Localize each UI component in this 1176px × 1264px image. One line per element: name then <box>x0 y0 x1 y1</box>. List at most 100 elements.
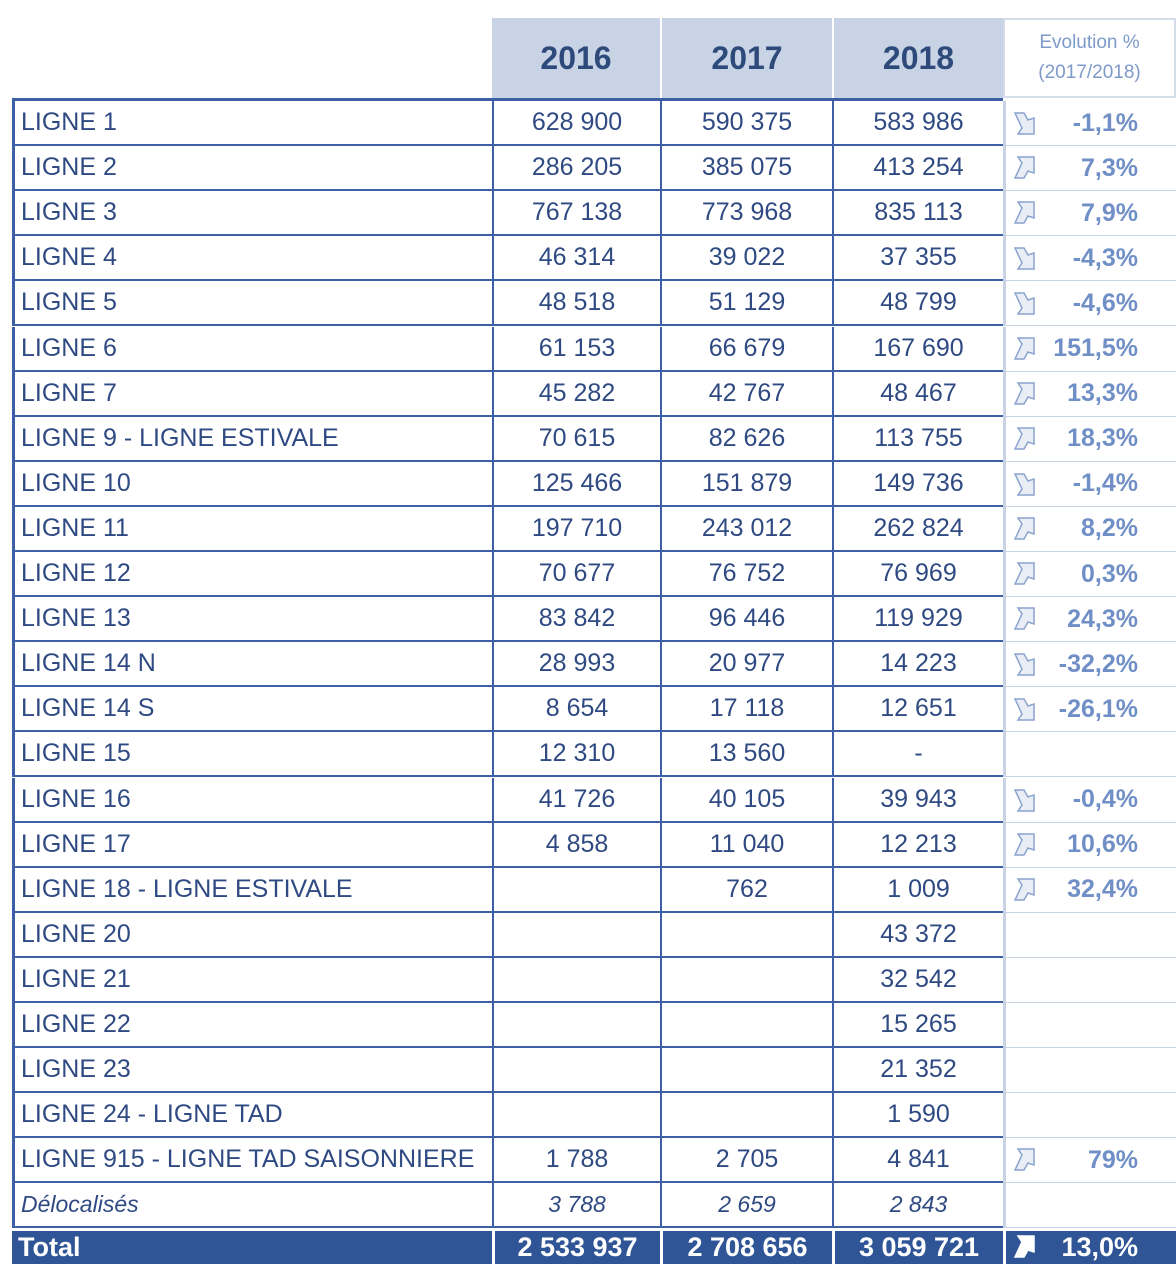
cell <box>492 867 660 913</box>
cell: 262 824 <box>832 506 1003 552</box>
cell: 70 615 <box>492 416 660 462</box>
cell: 83 842 <box>492 597 660 643</box>
evolution-cell <box>1003 1183 1176 1229</box>
year-header: 2017 <box>662 18 832 98</box>
cell: 243 012 <box>660 506 832 552</box>
cell: 76 969 <box>832 552 1003 598</box>
cell: 70 677 <box>492 552 660 598</box>
cell: 113 755 <box>832 416 1003 462</box>
cell: 628 900 <box>492 101 660 147</box>
evolution-cell: 8,2% <box>1003 506 1176 552</box>
cell: 46 314 <box>492 236 660 282</box>
row-label: LIGNE 2 <box>12 146 492 192</box>
trend-up-icon <box>1013 607 1035 630</box>
cell: 197 710 <box>492 506 660 552</box>
total-label: Total <box>12 1230 492 1264</box>
cell: 76 752 <box>660 552 832 598</box>
evolution-cell: 7,9% <box>1003 191 1176 237</box>
cell: 48 467 <box>832 371 1003 417</box>
row-label: LIGNE 1 <box>12 101 492 147</box>
cell: 37 355 <box>832 236 1003 282</box>
row-label: LIGNE 12 <box>12 552 492 598</box>
cell: 8 654 <box>492 687 660 733</box>
row-label: LIGNE 10 <box>12 461 492 507</box>
evolution-cell: -32,2% <box>1003 642 1176 688</box>
cell <box>660 1048 832 1094</box>
cell: 119 929 <box>832 597 1003 643</box>
row-label: Délocalisés <box>12 1183 492 1229</box>
row-label: LIGNE 11 <box>12 506 492 552</box>
cell: 125 466 <box>492 461 660 507</box>
cell: 385 075 <box>660 146 832 192</box>
cell: 11 040 <box>660 822 832 868</box>
trend-down-icon <box>1013 247 1035 271</box>
cell: 32 542 <box>832 957 1003 1003</box>
cell: 96 446 <box>660 597 832 643</box>
cell <box>660 957 832 1003</box>
cell <box>492 957 660 1003</box>
cell: 1 788 <box>492 1138 660 1184</box>
row-label: LIGNE 23 <box>12 1048 492 1094</box>
cell: 773 968 <box>660 191 832 237</box>
cell: 48 799 <box>832 281 1003 327</box>
cell: 20 977 <box>660 642 832 688</box>
row-label: LIGNE 15 <box>12 732 492 778</box>
evolution-cell: -0,4% <box>1003 777 1176 823</box>
cell: 590 375 <box>660 101 832 147</box>
total-cell: 3 059 721 <box>835 1230 1003 1264</box>
trend-down-icon <box>1013 653 1035 676</box>
row-label: LIGNE 16 <box>12 777 492 823</box>
cell <box>492 1093 660 1139</box>
row-label: LIGNE 22 <box>12 1003 492 1049</box>
cell: 13 560 <box>660 732 832 778</box>
evolution-header: Evolution % (2017/2018) <box>1003 18 1176 98</box>
trend-down-icon <box>1013 788 1035 812</box>
cell: 28 993 <box>492 642 660 688</box>
cell <box>492 912 660 958</box>
evolution-cell <box>1003 1003 1176 1049</box>
evolution-header-line: (2017/2018) <box>1038 62 1141 83</box>
cell <box>492 1003 660 1049</box>
cell: 66 679 <box>660 326 832 372</box>
trend-up-icon <box>1013 426 1035 450</box>
cell <box>660 912 832 958</box>
cell: 61 153 <box>492 326 660 372</box>
cell: 149 736 <box>832 461 1003 507</box>
top-rule <box>12 98 1003 101</box>
evolution-cell: 18,3% <box>1003 416 1176 462</box>
year-header: 2018 <box>834 18 1003 98</box>
trend-up-icon <box>1013 156 1035 179</box>
row-label: LIGNE 17 <box>12 822 492 868</box>
total-cell: 2 708 656 <box>663 1230 832 1264</box>
cell: 3 788 <box>492 1183 660 1229</box>
cell: 51 129 <box>660 281 832 327</box>
evolution-cell: 24,3% <box>1003 597 1176 643</box>
cell: 41 726 <box>492 777 660 823</box>
row-label: LIGNE 21 <box>12 957 492 1003</box>
row-label: LIGNE 5 <box>12 281 492 327</box>
evolution-cell <box>1003 1093 1176 1139</box>
evolution-cell <box>1003 912 1176 958</box>
evolution-cell: 151,5% <box>1003 326 1176 372</box>
cell: 40 105 <box>660 777 832 823</box>
evolution-cell <box>1003 1048 1176 1094</box>
evolution-cell <box>1003 732 1176 778</box>
cell: 39 943 <box>832 777 1003 823</box>
evolution-cell <box>1003 957 1176 1003</box>
trend-down-icon <box>1013 698 1035 722</box>
cell: 2 705 <box>660 1138 832 1184</box>
cell: 48 518 <box>492 281 660 327</box>
evolution-cell: 10,6% <box>1003 822 1176 868</box>
row-label: LIGNE 20 <box>12 912 492 958</box>
trend-up-icon <box>1013 832 1035 856</box>
row-label: LIGNE 24 - LIGNE TAD <box>12 1093 492 1139</box>
evolution-cell: 0,3% <box>1003 552 1176 598</box>
cell: 15 265 <box>832 1003 1003 1049</box>
trend-up-icon <box>1013 517 1035 540</box>
evolution-cell: 32,4% <box>1003 867 1176 913</box>
cell: 12 213 <box>832 822 1003 868</box>
total-cell: 13,0% <box>1006 1230 1176 1264</box>
row-label: LIGNE 18 - LIGNE ESTIVALE <box>12 867 492 913</box>
cell: 14 223 <box>832 642 1003 688</box>
